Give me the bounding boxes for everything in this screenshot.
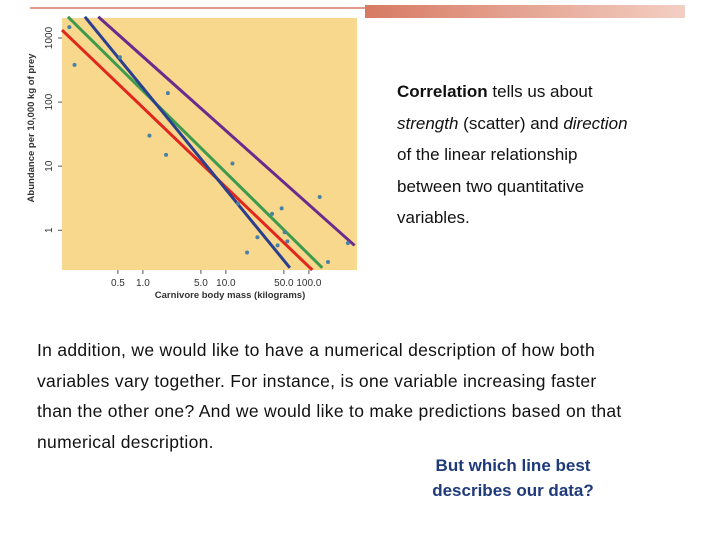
text-run: tells us about	[487, 82, 593, 101]
point	[236, 201, 241, 206]
point	[67, 25, 72, 30]
decor-bar	[365, 5, 685, 18]
text-line: strength (scatter) and direction	[397, 108, 628, 140]
x-tick-label: 10.0	[216, 278, 236, 289]
text-line: variables vary together. For instance, i…	[37, 370, 597, 391]
text-line: of the linear relationship	[397, 139, 628, 171]
text-line: describes our data?	[432, 481, 594, 500]
x-tick-label: 1.0	[136, 278, 150, 289]
point	[326, 259, 331, 264]
point	[282, 230, 287, 235]
y-tick-label: 10	[44, 160, 55, 172]
intro-text: Correlation tells us about strength (scat…	[397, 76, 628, 234]
text-line: Correlation tells us about	[397, 76, 628, 108]
y-tick-label: 1	[44, 227, 55, 233]
text-line: In addition, we would like to have a num…	[37, 340, 595, 360]
point	[245, 250, 250, 255]
x-tick-label: 100.0	[296, 278, 321, 289]
text-line: variables.	[397, 202, 628, 234]
point	[275, 243, 280, 248]
text-line: than the other one? And we would like to…	[37, 401, 622, 421]
text-run: strength	[397, 113, 459, 133]
point	[118, 55, 123, 60]
body-text: In addition, we would like to have a num…	[37, 335, 622, 457]
point	[270, 211, 275, 216]
text-run: between two quantitative	[397, 176, 585, 196]
point	[285, 239, 290, 244]
point	[165, 91, 170, 96]
y-axis-title: Abundance per 10,000 kg of prey	[26, 53, 37, 203]
x-tick-label: 0.5	[111, 278, 125, 289]
point	[72, 62, 77, 67]
x-axis-title: Carnivore body mass (kilograms)	[155, 290, 305, 301]
fit-line	[66, 15, 324, 269]
point	[317, 195, 322, 200]
text-run: variables.	[397, 208, 470, 228]
point	[230, 161, 235, 166]
text-line: numerical description.	[37, 431, 214, 452]
text-line: between two quantitative	[397, 171, 628, 203]
y-tick-label: 1000	[44, 26, 55, 49]
text-run: direction	[563, 113, 628, 133]
point	[345, 241, 350, 246]
x-tick-label: 5.0	[194, 278, 208, 289]
point	[147, 133, 152, 138]
point	[164, 152, 169, 157]
x-tick-label: 50.0	[274, 278, 294, 289]
fit-line	[60, 28, 314, 272]
point	[255, 235, 260, 240]
text-run: (scatter) and	[458, 113, 564, 133]
y-tick-label: 100	[44, 93, 55, 110]
text-run: Correlation	[397, 82, 488, 101]
question-text: But which line best describes our data?	[403, 453, 623, 503]
text-line: But which line best	[435, 456, 591, 475]
fit-line	[97, 15, 356, 247]
point	[279, 206, 284, 211]
text-run: of the linear relationship	[397, 145, 578, 165]
